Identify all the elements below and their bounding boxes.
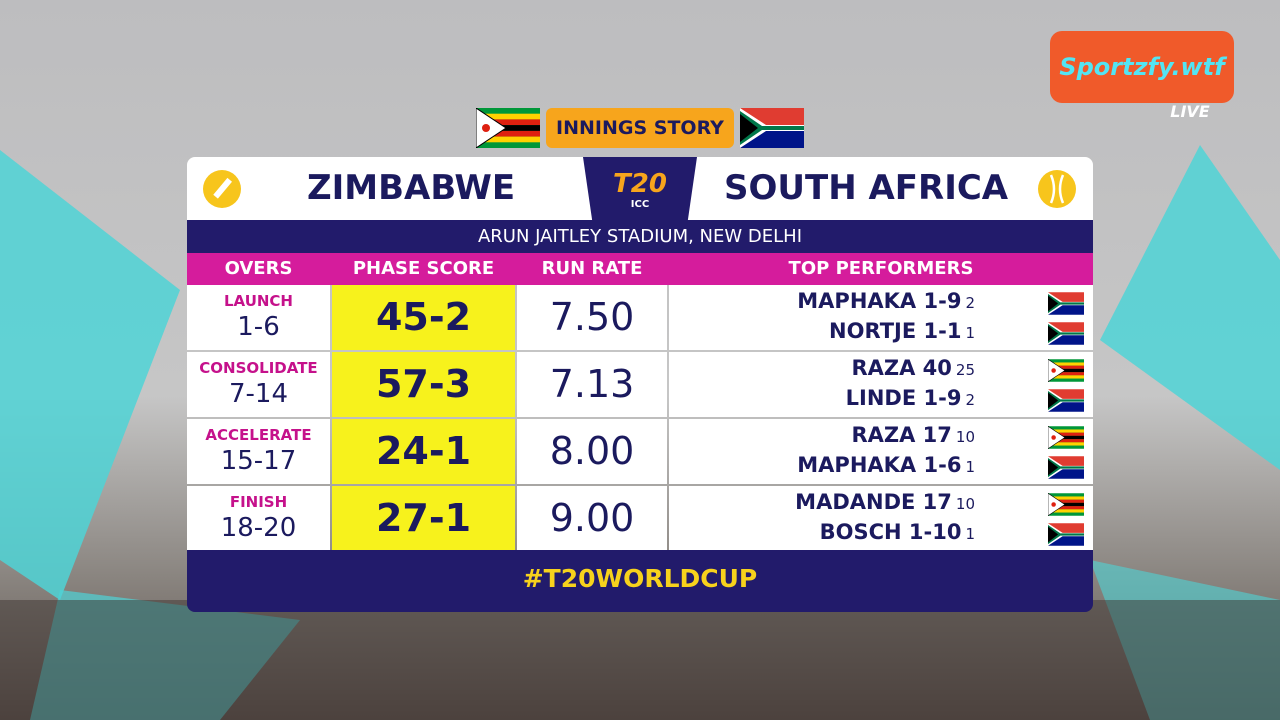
live-label: LIVE (1170, 102, 1210, 121)
player-name: RAZA (851, 423, 916, 447)
watermark-box: Sportzfy.wtf (1050, 31, 1234, 103)
player-extra: 10 (955, 495, 975, 513)
overs-range: 1-6 (237, 312, 280, 342)
player-name: MADANDE (795, 490, 916, 514)
flag-zimbabwe (1048, 359, 1084, 382)
performer: MAPHAKA 1-9 2 (797, 289, 975, 313)
player-extra: 1 (965, 324, 975, 342)
flag-south-africa (1048, 389, 1084, 412)
flag-south-africa (1048, 322, 1084, 345)
flag-zimbabwe (476, 108, 540, 148)
player-name: BOSCH (819, 520, 902, 544)
flag-south-africa (1048, 523, 1084, 546)
phase-row: LAUNCH 1-6 45-2 7.50 MAPHAKA 1-9 2 NORTJE 1-1… (187, 285, 1093, 350)
phase-row: FINISH 18-20 27-1 9.00 MADANDE 17 10 BOSCH 1-… (187, 486, 1093, 551)
run-rate: 7.13 (517, 352, 667, 417)
overs-cell: ACCELERATE 15-17 (187, 419, 330, 484)
player-figures: 1-6 (923, 453, 962, 477)
player-extra: 2 (965, 294, 975, 312)
column-header: RUN RATE (541, 258, 643, 279)
player-figures: 40 (922, 356, 952, 380)
column-headers: OVERS PHASE SCORE RUN RATE TOP PERFORMER… (187, 253, 1093, 285)
player-extra: 1 (965, 525, 975, 543)
performer: RAZA 40 25 (851, 356, 975, 380)
performer: RAZA 17 10 (851, 423, 975, 447)
phase-name: ACCELERATE (205, 426, 312, 444)
overs-cell: LAUNCH 1-6 (187, 285, 330, 350)
performers-cell: RAZA 40 25 LINDE 1-9 2 (669, 352, 1093, 417)
logo-text: T20 (613, 169, 667, 199)
performer: MAPHAKA 1-6 1 (797, 453, 975, 477)
player-name: NORTJE (829, 319, 917, 343)
teams-bar: ZIMBABWE T20 ICC SOUTH AFRICA (187, 157, 1093, 220)
player-figures: 1-1 (923, 319, 962, 343)
performers-cell: MADANDE 17 10 BOSCH 1-10 1 (669, 486, 1093, 551)
overs-cell: CONSOLIDATE 7-14 (187, 352, 330, 417)
phase-row: CONSOLIDATE 7-14 57-3 7.13 RAZA 40 25 LINDE 1… (187, 352, 1093, 417)
venue: ARUN JAITLEY STADIUM, NEW DELHI (187, 220, 1093, 253)
player-extra: 10 (955, 428, 975, 446)
logo-sub: ICC (630, 199, 650, 210)
phase-score: 24-1 (332, 419, 515, 484)
performers-cell: MAPHAKA 1-9 2 NORTJE 1-1 1 (669, 285, 1093, 350)
run-rate: 8.00 (517, 419, 667, 484)
t20-logo: T20 ICC (583, 157, 697, 220)
phase-score: 27-1 (332, 486, 515, 551)
player-name: MAPHAKA (797, 289, 917, 313)
player-extra: 2 (965, 391, 975, 409)
player-figures: 1-9 (923, 386, 962, 410)
player-extra: 1 (965, 458, 975, 476)
player-figures: 17 (922, 490, 952, 514)
player-name: MAPHAKA (797, 453, 917, 477)
column-header: TOP PERFORMERS (788, 258, 974, 279)
player-extra: 25 (955, 361, 975, 379)
phase-name: CONSOLIDATE (199, 359, 318, 377)
run-rate: 7.50 (517, 285, 667, 350)
overs-range: 18-20 (220, 513, 297, 543)
bat-icon (203, 170, 241, 208)
phase-name: FINISH (229, 493, 288, 511)
phase-score: 45-2 (332, 285, 515, 350)
phase-row: ACCELERATE 15-17 24-1 8.00 RAZA 17 10 MAPHAKA… (187, 419, 1093, 484)
performers-cell: RAZA 17 10 MAPHAKA 1-6 1 (669, 419, 1093, 484)
phase-name: LAUNCH (223, 292, 293, 310)
flag-south-africa (1048, 292, 1084, 315)
overs-range: 15-17 (220, 446, 297, 476)
ball-icon (1038, 170, 1076, 208)
performer: LINDE 1-9 2 (846, 386, 975, 410)
overs-cell: FINISH 18-20 (187, 486, 330, 551)
performer: MADANDE 17 10 (795, 490, 975, 514)
hashtag: #T20WORLDCUP (187, 550, 1093, 612)
graphic-title: INNINGS STORY (546, 108, 734, 148)
flag-south-africa (740, 108, 804, 148)
team-left: ZIMBABWE (307, 168, 516, 208)
watermark-brand: Sportzfy.wtf (1059, 53, 1225, 81)
flag-zimbabwe (1048, 493, 1084, 516)
player-figures: 1-10 (908, 520, 962, 544)
run-rate: 9.00 (517, 486, 667, 551)
performer: NORTJE 1-1 1 (829, 319, 975, 343)
column-header: OVERS (224, 258, 293, 279)
phase-score: 57-3 (332, 352, 515, 417)
player-name: LINDE (845, 386, 917, 410)
innings-panel: ZIMBABWE T20 ICC SOUTH AFRICA ARUN JAITL… (187, 157, 1093, 612)
player-figures: 1-9 (923, 289, 962, 313)
team-right: SOUTH AFRICA (724, 168, 1009, 208)
column-header: PHASE SCORE (352, 258, 495, 279)
player-figures: 17 (922, 423, 952, 447)
flag-south-africa (1048, 456, 1084, 479)
performer: BOSCH 1-10 1 (820, 520, 975, 544)
player-name: RAZA (851, 356, 916, 380)
flag-zimbabwe (1048, 426, 1084, 449)
overs-range: 7-14 (228, 379, 288, 409)
